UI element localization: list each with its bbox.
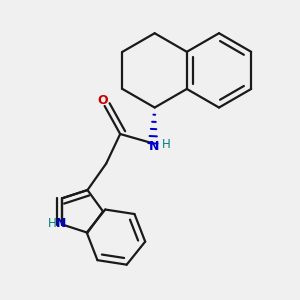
Text: N: N: [56, 217, 66, 230]
Text: H: H: [48, 217, 57, 230]
Text: N: N: [149, 140, 160, 153]
Text: H: H: [162, 138, 171, 151]
Text: O: O: [98, 94, 108, 107]
